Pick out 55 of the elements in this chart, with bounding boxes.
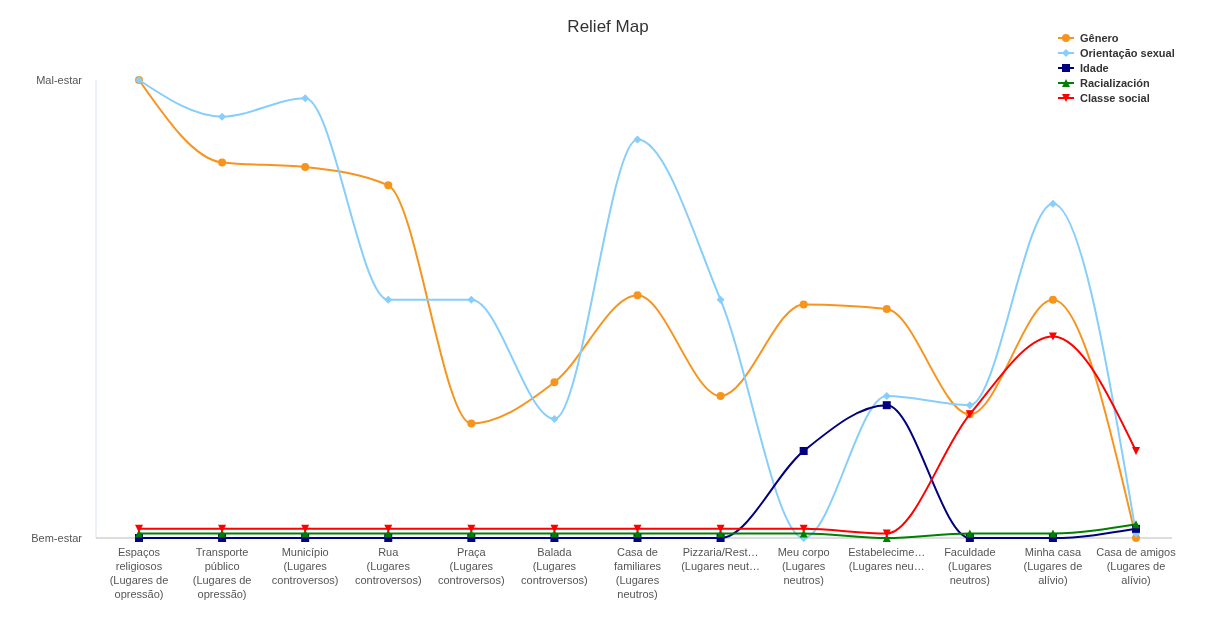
x-tick-label: Praça (Lugares controversos) (438, 546, 505, 586)
point (135, 524, 143, 533)
x-tick-label: Minha casa (Lugares de alívio) (1023, 546, 1083, 586)
point (301, 163, 310, 172)
point (218, 112, 227, 121)
point (467, 419, 476, 428)
point (716, 295, 725, 304)
point (384, 181, 393, 190)
point (716, 524, 725, 533)
point (716, 392, 725, 401)
x-tick-label: Espaços religiosos (Lugares de opressão) (109, 546, 169, 600)
point (633, 135, 642, 144)
legend-label: Classe social (1080, 91, 1150, 104)
point (882, 401, 891, 410)
point (301, 94, 310, 103)
x-tick-label: Município (Lugares controversos) (271, 546, 339, 586)
point (218, 158, 227, 167)
point (467, 295, 476, 304)
chart-title: Relief Map (567, 17, 649, 36)
x-tick-label: Balada (Lugares controversos) (521, 546, 588, 586)
point (1048, 199, 1057, 208)
point (633, 291, 642, 300)
point (218, 524, 227, 533)
legend-label: Idade (1080, 61, 1109, 74)
legend-label: Orientação sexual (1080, 46, 1175, 59)
point (1048, 332, 1057, 341)
point (799, 300, 808, 309)
x-tick-label: Pizzaria/Rest… (Lugares neut… (681, 546, 761, 572)
x-tick-label: Transporte público (Lugares de opressão) (192, 546, 252, 600)
text: Mal-estar (36, 73, 83, 86)
point (965, 401, 974, 410)
text: Bem-estar (31, 531, 83, 544)
point (1132, 520, 1140, 529)
x-tick-label: Rua (Lugares controversos) (354, 546, 422, 586)
point (301, 524, 310, 533)
point (799, 524, 808, 533)
point (384, 295, 393, 304)
x-tick-label: Faculdade (Lugares neutros) (944, 546, 996, 586)
point (882, 534, 891, 542)
x-tick-label: Meu corpo (Lugares neutros) (777, 546, 830, 586)
point (799, 446, 808, 455)
point (1132, 446, 1140, 455)
point (882, 529, 891, 538)
x-tick-label: Estabelecime… (Lugares neu… (848, 546, 926, 572)
x-tick-label: Casa de amigos (Lugares de alívio) (1096, 546, 1177, 586)
point (550, 524, 559, 533)
point (633, 524, 642, 533)
point (1048, 295, 1057, 304)
point (550, 414, 559, 423)
point (882, 305, 891, 313)
x-tick-label: Casa de familiares (Lugares neutros) (613, 546, 662, 600)
point (882, 392, 891, 401)
point (550, 378, 559, 387)
legend-label: Racialización (1080, 76, 1150, 89)
legend-label: Gênero (1080, 31, 1119, 44)
